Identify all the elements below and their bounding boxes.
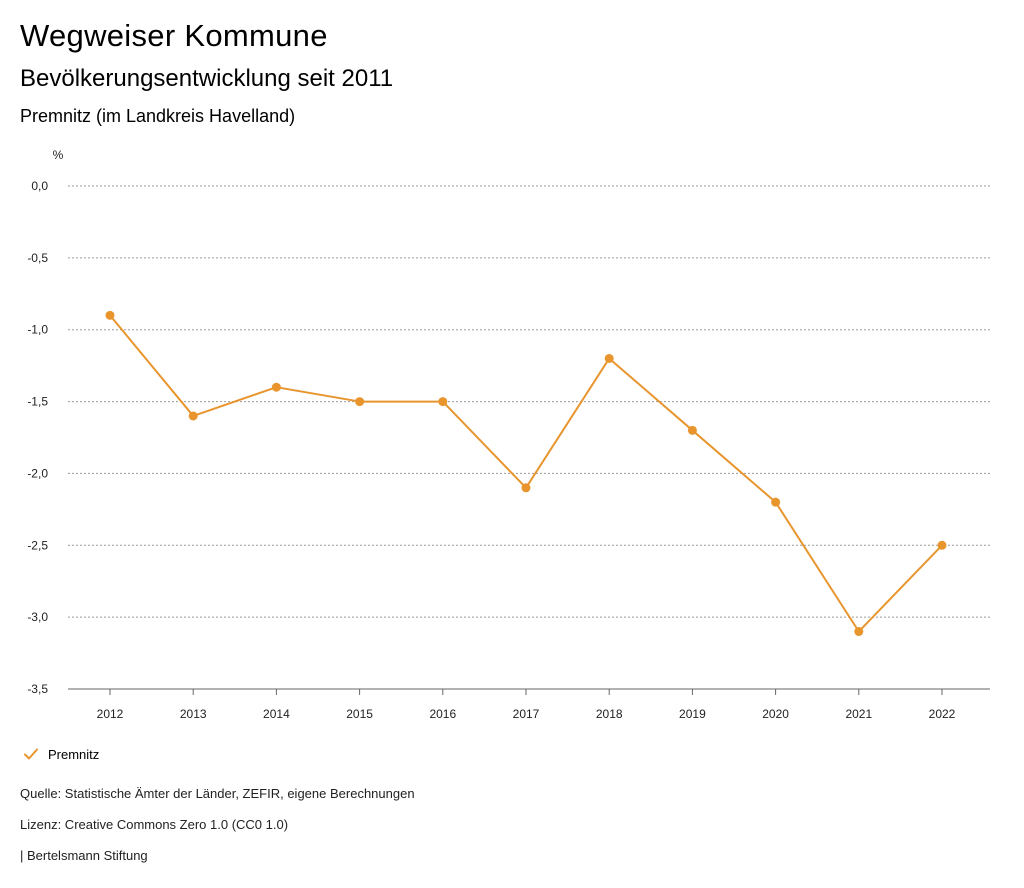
y-axis-unit-label: %: [53, 148, 64, 162]
data-point[interactable]: [438, 397, 448, 407]
data-point[interactable]: [604, 353, 614, 363]
data-point[interactable]: [355, 397, 365, 407]
x-tick-label: 2015: [346, 707, 373, 721]
data-point[interactable]: [271, 382, 281, 392]
source-note: Quelle: Statistische Ämter der Länder, Z…: [20, 786, 415, 801]
y-tick-label: -2,5: [27, 538, 48, 552]
data-point[interactable]: [937, 540, 947, 550]
page-title: Wegweiser Kommune: [20, 18, 328, 53]
x-tick-label: 2014: [263, 707, 290, 721]
y-tick-label: -1,0: [27, 323, 48, 337]
publisher-note: | Bertelsmann Stiftung: [20, 848, 148, 863]
x-tick-label: 2021: [845, 707, 872, 721]
x-tick-label: 2022: [929, 707, 956, 721]
region-label: Premnitz (im Landkreis Havelland): [20, 106, 296, 126]
y-tick-label: 0,0: [31, 179, 48, 193]
y-tick-label: -3,5: [27, 682, 48, 696]
line-chart: % 0,0 -0,5 -1,0 -1,5 -2,0 -2,5 -3,0 -3,5 2012 20…: [27, 148, 990, 721]
data-point[interactable]: [521, 483, 531, 493]
chart-subtitle: Bevölkerungsentwicklung seit 2011: [20, 65, 394, 92]
y-tick-label: -0,5: [27, 251, 48, 265]
y-tick-label: -1,5: [27, 395, 48, 409]
y-tick-label: -2,0: [27, 466, 48, 480]
legend-item-label: Premnitz: [48, 746, 100, 762]
license-note: Lizenz: Creative Commons Zero 1.0 (CC0 1…: [20, 817, 289, 832]
x-tick-label: 2016: [429, 707, 456, 721]
y-tick-label: -3,0: [27, 610, 48, 624]
x-tick-label: 2020: [762, 707, 789, 721]
chart-legend[interactable]: Premnitz: [22, 744, 99, 764]
data-point[interactable]: [854, 627, 864, 637]
data-point[interactable]: [771, 497, 781, 507]
x-tick-label: 2012: [97, 707, 124, 721]
data-point[interactable]: [687, 425, 697, 435]
x-tick-label: 2018: [596, 707, 623, 721]
check-icon: [24, 748, 38, 760]
data-point[interactable]: [105, 310, 115, 320]
x-tick-label: 2017: [513, 707, 540, 721]
data-point[interactable]: [188, 411, 198, 421]
x-tick-label: 2019: [679, 707, 706, 721]
x-tick-label: 2013: [180, 707, 207, 721]
